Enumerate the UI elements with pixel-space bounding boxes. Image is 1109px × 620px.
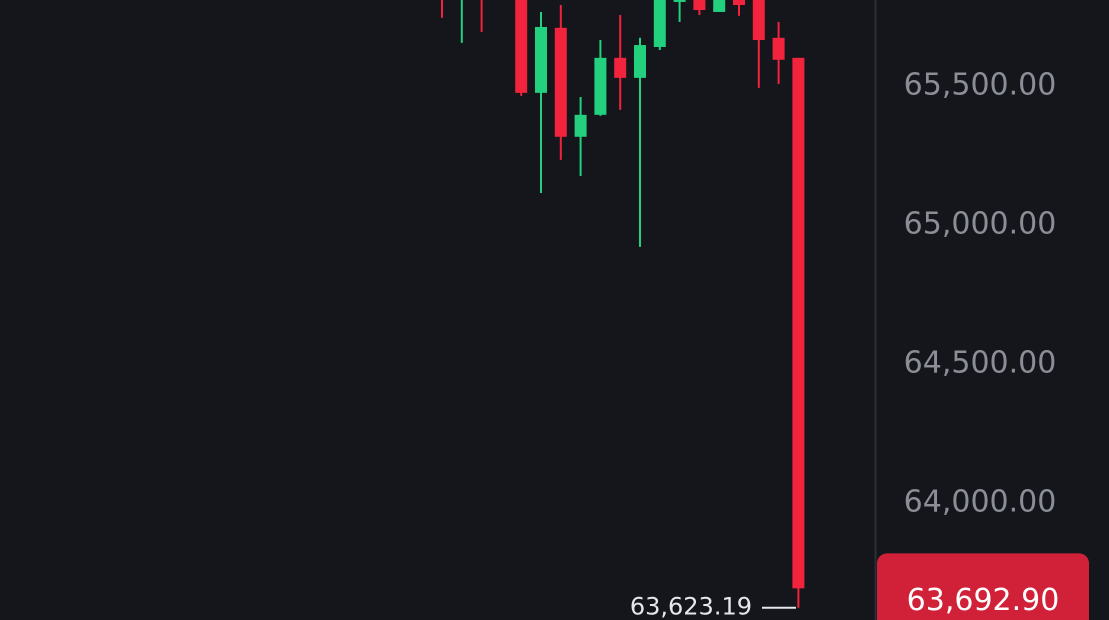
candle-body <box>693 0 706 11</box>
candle-body <box>574 114 587 137</box>
candle-body <box>752 0 765 41</box>
candle <box>614 15 627 110</box>
candle-body <box>713 0 726 12</box>
last-price-label: 63,692.90 <box>907 583 1060 618</box>
candle-body <box>792 57 805 589</box>
candle <box>713 0 726 12</box>
candle <box>733 0 745 16</box>
candle <box>673 0 686 22</box>
candle-body <box>634 45 646 78</box>
candle <box>554 5 567 160</box>
y-tick-label: 65,500.00 <box>904 67 1057 102</box>
y-tick-label: 64,500.00 <box>904 345 1057 380</box>
candle <box>441 0 443 18</box>
candle <box>574 97 587 176</box>
y-tick-label: 65,000.00 <box>904 206 1057 241</box>
candle-body <box>653 0 666 47</box>
candle <box>752 0 765 88</box>
candle <box>594 40 607 116</box>
y-tick-label: 64,000.00 <box>904 484 1057 519</box>
candle-body <box>733 0 745 6</box>
candle <box>515 0 528 96</box>
candle <box>772 21 785 84</box>
candle-body <box>515 0 528 93</box>
candle <box>480 0 483 32</box>
candle-body <box>614 57 627 78</box>
candle <box>792 57 805 608</box>
candle <box>653 0 666 51</box>
candle <box>693 0 706 16</box>
candle <box>634 37 646 247</box>
candle-body <box>554 27 567 137</box>
candle <box>535 11 547 193</box>
last-price-box <box>877 553 1089 620</box>
candle-body <box>772 37 785 60</box>
candle <box>460 0 463 43</box>
candle-body <box>673 0 686 2</box>
plot-area <box>441 0 805 608</box>
candle-body <box>535 26 547 93</box>
low-marker-label: 63,623.19 <box>630 593 752 620</box>
candle-body <box>594 57 607 115</box>
